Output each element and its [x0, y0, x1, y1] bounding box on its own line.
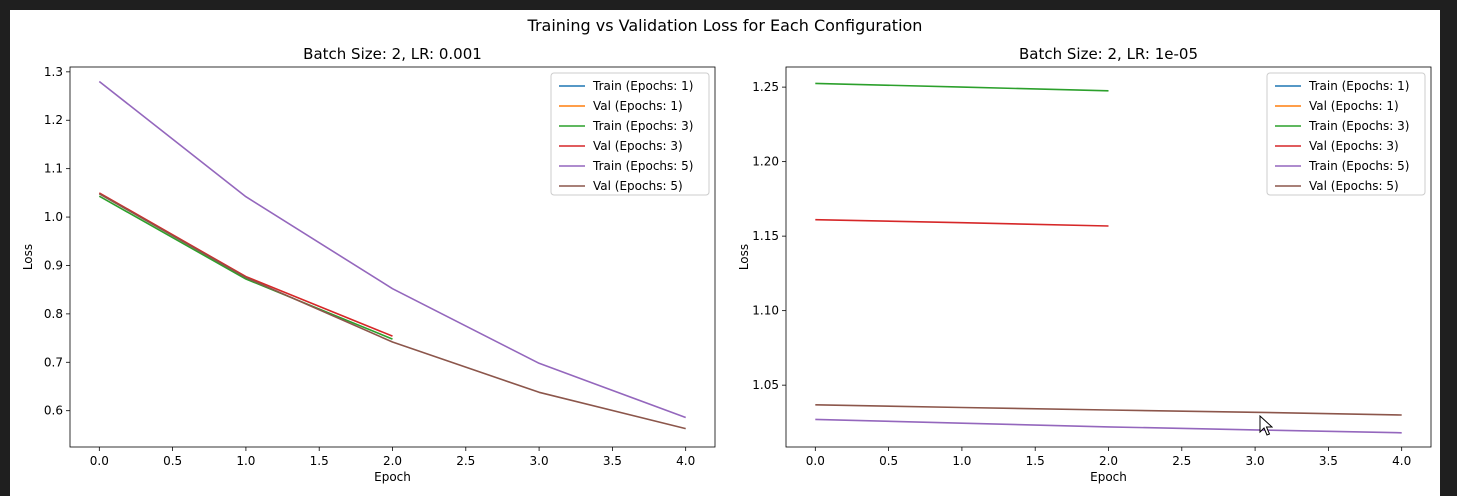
series-line-4: [815, 418, 1402, 434]
subplot-lr-1e-05: Batch Size: 2, LR: 1e-05 0.0 0.5 1.0 1.5 2.0 2…: [737, 45, 1432, 484]
legend-entry: Train (Epochs: 5): [1308, 159, 1409, 173]
y-tick-label: 0.9: [44, 258, 63, 272]
y-tick-label: 1.1: [44, 162, 63, 176]
figure-suptitle: Training vs Validation Loss for Each Con…: [527, 16, 923, 35]
y-tick-label: 1.05: [752, 378, 779, 392]
subplot-title: Batch Size: 2, LR: 1e-05: [1019, 45, 1198, 63]
legend-box: [1266, 72, 1426, 196]
x-tick-label: 2.0: [1099, 454, 1118, 468]
series-line-5: [815, 404, 1402, 416]
x-tick-label: 0.5: [163, 454, 182, 468]
x-tick-label: 2.5: [1172, 454, 1191, 468]
mouse-cursor-icon: [1259, 415, 1273, 436]
subplot-lr-0.001: Batch Size: 2, LR: 0.001 0.0 0.5 1.0 1.5 2.0 2…: [21, 45, 716, 484]
x-tick-label: 0.5: [879, 454, 898, 468]
legend-entry: Val (Epochs: 3): [593, 139, 683, 153]
legend-entry: Val (Epochs: 5): [1309, 179, 1399, 193]
series-line-2: [98, 195, 393, 340]
series-line-3: [98, 192, 393, 337]
legend-entry: Train (Epochs: 1): [592, 79, 693, 93]
legend-entry: Val (Epochs: 1): [1309, 99, 1399, 113]
subplot-title: Batch Size: 2, LR: 0.001: [303, 45, 482, 63]
y-tick-label: 1.10: [752, 304, 779, 318]
series-line-2: [815, 82, 1109, 92]
x-tick-label: 3.5: [603, 454, 622, 468]
figure-svg: Training vs Validation Loss for Each Con…: [21, 16, 1432, 484]
y-tick-label: 1.20: [752, 155, 779, 169]
legend-entry: Val (Epochs: 3): [1309, 139, 1399, 153]
legend-entry: Train (Epochs: 1): [1308, 79, 1409, 93]
y-tick-label: 1.15: [752, 229, 779, 243]
x-tick-label: 1.5: [1026, 454, 1045, 468]
figure: Training vs Validation Loss for Each Con…: [10, 10, 1440, 496]
legend-box: [550, 72, 710, 196]
x-tick-label: 1.0: [952, 454, 971, 468]
y-tick-label: 0.8: [44, 307, 63, 321]
x-tick-label: 3.5: [1319, 454, 1338, 468]
legend-entry: Val (Epochs: 1): [593, 99, 683, 113]
legend-entry: Train (Epochs: 5): [592, 159, 693, 173]
x-tick-label: 3.0: [1246, 454, 1265, 468]
y-tick-label: 1.25: [752, 80, 779, 94]
x-axis-label: Epoch: [374, 470, 411, 484]
x-tick-label: 0.0: [90, 454, 109, 468]
x-tick-label: 0.0: [806, 454, 825, 468]
series-line-4: [98, 80, 686, 419]
y-axis-label: Loss: [21, 244, 35, 270]
series-line-5: [98, 193, 686, 430]
y-tick-label: 1.2: [44, 113, 63, 127]
legend-entry: Val (Epochs: 5): [593, 179, 683, 193]
legend-entry: Train (Epochs: 3): [592, 119, 693, 133]
x-tick-label: 4.0: [1392, 454, 1411, 468]
x-tick-label: 2.0: [383, 454, 402, 468]
legend-entry: Train (Epochs: 3): [1308, 119, 1409, 133]
y-tick-label: 1.3: [44, 65, 63, 79]
y-axis-label: Loss: [737, 244, 751, 270]
x-tick-label: 1.0: [236, 454, 255, 468]
y-tick-label: 1.0: [44, 210, 63, 224]
y-tick-label: 0.7: [44, 355, 63, 369]
y-tick-label: 0.6: [44, 404, 63, 418]
x-tick-label: 1.5: [310, 454, 329, 468]
x-axis-label: Epoch: [1090, 470, 1127, 484]
x-tick-label: 2.5: [456, 454, 475, 468]
x-tick-label: 3.0: [530, 454, 549, 468]
series-line-3: [815, 218, 1109, 227]
x-tick-label: 4.0: [676, 454, 695, 468]
